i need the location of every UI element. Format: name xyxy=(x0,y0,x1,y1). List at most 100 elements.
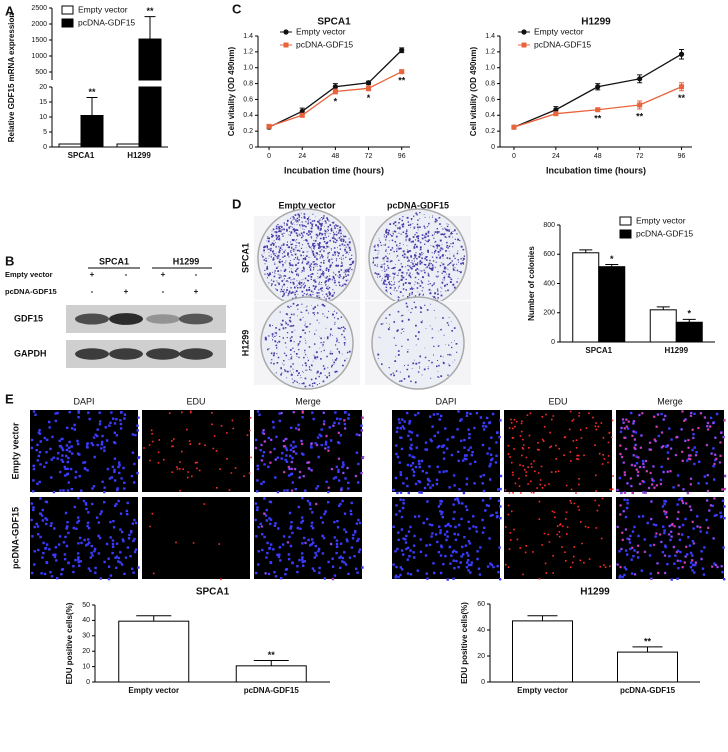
y-axis-label: EDU positive cells(%) xyxy=(65,602,74,684)
x-axis-label: Incubation time (hours) xyxy=(546,165,646,175)
y-axis-label: Number of colonies xyxy=(527,246,536,321)
point xyxy=(553,107,559,113)
x-tick-label: SPCA1 xyxy=(68,151,95,160)
column-label: DAPI xyxy=(435,396,456,406)
y-tick-label: 1.2 xyxy=(485,49,495,56)
bar xyxy=(118,620,190,683)
y-tick-label: 200 xyxy=(543,310,555,317)
row-label: H1299 xyxy=(240,330,250,357)
chart-title: H1299 xyxy=(581,17,611,28)
legend-label: Empty vector xyxy=(78,4,128,14)
point xyxy=(365,80,372,86)
y-tick-label: 20 xyxy=(477,653,485,660)
legend-label: Empty vector xyxy=(296,26,346,36)
significance: * xyxy=(334,96,338,106)
significance: ** xyxy=(636,111,644,121)
band xyxy=(75,348,109,360)
error-bar xyxy=(579,249,593,253)
legend-swatch xyxy=(61,5,74,15)
y-tick-label: 50 xyxy=(82,602,90,609)
y-tick-label: 0.6 xyxy=(243,96,253,103)
point xyxy=(595,107,601,113)
band xyxy=(179,313,213,325)
y-tick-label: 40 xyxy=(477,627,485,634)
bar xyxy=(80,115,104,148)
x-tick-label: Empty vector xyxy=(128,686,179,695)
y-tick-label: 0.8 xyxy=(485,80,495,87)
band xyxy=(179,348,213,360)
sign: - xyxy=(91,287,94,296)
y-axis-label: Cell vitality (OD 490nm) xyxy=(227,46,236,136)
y-tick-label: 2500 xyxy=(31,5,47,12)
panel-label: C xyxy=(232,1,242,16)
x-tick-label: 24 xyxy=(552,153,560,160)
significance: * xyxy=(687,309,691,319)
plate xyxy=(260,296,354,390)
row-label: Empty vector xyxy=(5,270,53,279)
legend-label: pcDNA-GDF15 xyxy=(534,39,591,49)
y-tick-label: 60 xyxy=(477,601,485,608)
chart-title: H1299 xyxy=(580,587,610,598)
sign: - xyxy=(195,270,198,279)
y-tick-label: 1.4 xyxy=(485,33,495,40)
y-tick-label: 20 xyxy=(39,84,47,91)
significance: ** xyxy=(594,114,602,124)
y-axis-label: EDU positive cells(%) xyxy=(460,602,469,684)
x-tick-label: 24 xyxy=(298,153,306,160)
legend-marker xyxy=(521,42,527,48)
y-tick-label: 15 xyxy=(39,99,47,106)
legend-swatch xyxy=(619,216,632,226)
bar xyxy=(235,665,307,683)
significance: * xyxy=(610,254,614,264)
y-tick-label: 0.2 xyxy=(243,128,253,135)
y-tick-label: 10 xyxy=(82,663,90,670)
y-tick-label: 0 xyxy=(249,144,253,151)
y-tick-label: 800 xyxy=(543,222,555,229)
significance: ** xyxy=(678,93,686,103)
x-tick-label: SPCA1 xyxy=(585,346,612,355)
point xyxy=(678,51,685,57)
point xyxy=(679,84,685,90)
significance: ** xyxy=(146,6,154,16)
bar xyxy=(572,252,600,343)
legend-marker xyxy=(521,29,527,35)
y-tick-label: 0 xyxy=(43,144,47,151)
significance: * xyxy=(367,93,371,103)
point xyxy=(366,85,372,91)
micrograph xyxy=(616,497,724,579)
error-bar xyxy=(144,16,156,40)
sign: + xyxy=(161,270,166,279)
column-label: Merge xyxy=(295,396,321,406)
legend-label: pcDNA-GDF15 xyxy=(296,39,353,49)
bar xyxy=(598,266,626,343)
significance: ** xyxy=(398,76,406,86)
significance: ** xyxy=(268,650,276,660)
micrograph xyxy=(30,497,138,579)
x-tick-label: 0 xyxy=(267,153,271,160)
legend-marker xyxy=(283,42,289,48)
point xyxy=(299,112,305,118)
band xyxy=(146,314,180,324)
y-tick-label: 600 xyxy=(543,251,555,258)
row-label: Empty vector xyxy=(10,422,20,480)
bar xyxy=(512,620,573,683)
significance: ** xyxy=(644,636,652,646)
point xyxy=(399,47,405,53)
micrograph xyxy=(254,497,362,579)
column-label: Empty vector xyxy=(278,200,336,210)
x-tick-label: H1299 xyxy=(664,346,688,355)
legend-label: Empty vector xyxy=(636,215,686,225)
error-bar xyxy=(632,646,663,653)
band-label: GAPDH xyxy=(14,348,47,358)
sign: + xyxy=(90,270,95,279)
y-axis-label: Relative GDF15 mRNA expression xyxy=(7,13,16,143)
legend-label: pcDNA-GDF15 xyxy=(636,228,693,238)
cell-line-label: SPCA1 xyxy=(99,256,129,266)
point xyxy=(299,108,305,114)
legend-swatch xyxy=(619,229,632,239)
y-tick-label: 10 xyxy=(39,114,47,121)
y-tick-label: 1000 xyxy=(31,53,47,60)
error-bar xyxy=(253,659,289,666)
significance: ** xyxy=(88,87,96,97)
